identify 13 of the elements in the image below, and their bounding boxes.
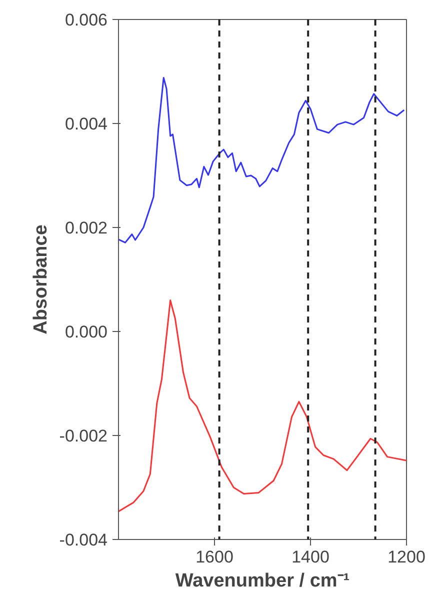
x-axis-title: Wavenumber / cm⁻¹ [175,570,350,592]
y-tick-label: 0.002 [64,218,108,238]
y-tick-label: -0.002 [59,426,108,446]
y-tick-label: 0.000 [64,322,108,342]
line-series [118,76,405,244]
y-axis-title: Absorbance [30,224,52,334]
x-tick-label: 1600 [196,548,234,566]
x-tick-label: 1400 [292,548,330,566]
y-tick-label: -0.004 [59,530,108,550]
line-series [118,300,406,512]
x-tick-label: 1200 [388,548,426,566]
y-tick-label: 0.004 [64,114,108,134]
y-tick-label: 0.006 [64,10,108,30]
